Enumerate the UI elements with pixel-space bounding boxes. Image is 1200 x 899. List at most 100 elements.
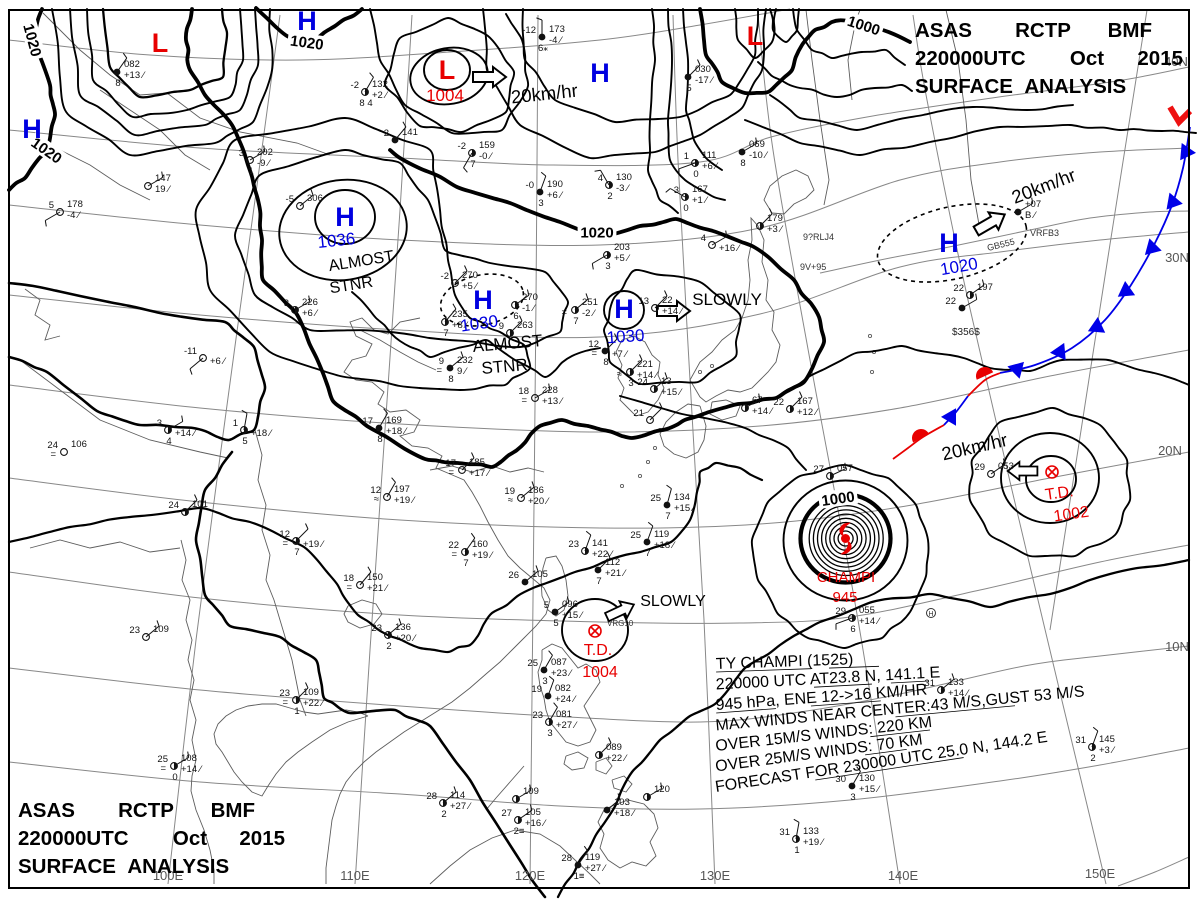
svg-text:5: 5 [553,618,558,629]
svg-text:BMF: BMF [1108,19,1152,42]
svg-text:19: 19 [504,486,515,497]
svg-text:3: 3 [850,792,855,803]
svg-text:21: 21 [633,408,644,419]
svg-text:111: 111 [702,150,716,161]
svg-text:17: 17 [445,458,456,469]
svg-text:L: L [747,21,764,51]
svg-text:-0: -0 [526,180,534,191]
svg-text:RCTP: RCTP [1015,19,1071,42]
svg-text:132: 132 [372,79,388,90]
svg-text:+22 ∕: +22 ∕ [606,753,628,764]
svg-text:+6 ∕: +6 ∕ [302,308,318,319]
svg-text:2: 2 [1090,753,1095,764]
svg-text:+5 ∕: +5 ∕ [614,253,630,264]
svg-text:7: 7 [665,511,670,522]
svg-text:1004: 1004 [582,664,618,681]
svg-text:101: 101 [192,499,208,510]
svg-text:3: 3 [674,185,679,196]
svg-text:178: 178 [67,199,83,210]
svg-text:1004: 1004 [426,86,464,105]
svg-text:5: 5 [686,83,691,94]
svg-text:SLOWLY: SLOWLY [692,290,762,309]
svg-text:7: 7 [645,548,650,559]
svg-text:+14 ∕: +14 ∕ [948,688,970,699]
svg-text:3: 3 [605,261,610,272]
svg-text:TY CHAMPI (1525): TY CHAMPI (1525) [716,651,854,673]
svg-text:25: 25 [630,530,641,541]
svg-text:1: 1 [684,151,689,162]
svg-text:220000UTC: 220000UTC [915,47,1026,70]
svg-text:ASAS: ASAS [18,799,75,822]
svg-text:+21 ∕: +21 ∕ [605,568,627,579]
svg-text:24: 24 [168,500,179,511]
svg-text:+14 ∕: +14 ∕ [637,370,659,381]
svg-text:VRFB3: VRFB3 [1030,228,1059,238]
svg-text:108: 108 [181,753,197,764]
svg-text:22: 22 [662,295,673,306]
svg-text:120E: 120E [515,868,546,883]
svg-text:167: 167 [797,396,813,407]
svg-text:0: 0 [683,203,688,214]
svg-text:203: 203 [614,242,630,253]
svg-text:T.D.: T.D. [584,642,612,659]
svg-text:+14 ∕: +14 ∕ [175,428,197,439]
svg-text:=: = [448,467,454,478]
svg-text:12: 12 [279,529,290,540]
svg-text:306: 306 [307,193,323,204]
svg-text:197: 197 [977,282,993,293]
svg-text:22: 22 [448,540,459,551]
svg-text:23: 23 [532,710,543,721]
svg-text:+3 ∕: +3 ∕ [767,224,783,235]
svg-text:0: 0 [693,169,698,180]
svg-text:109: 109 [523,786,539,797]
svg-text:105: 105 [525,807,541,818]
svg-text:103: 103 [614,797,630,808]
svg-text:202: 202 [257,147,273,158]
svg-text:+6 ∕: +6 ∕ [702,161,718,172]
svg-text:=: = [282,538,288,549]
svg-text:945: 945 [832,589,857,606]
svg-text:136: 136 [395,622,411,633]
svg-text:140E: 140E [888,868,919,883]
svg-text:2015: 2015 [1137,47,1183,70]
svg-text:≈: ≈ [617,369,622,380]
svg-text:25: 25 [527,658,538,669]
svg-text:23: 23 [371,623,382,634]
svg-text:+23 ∕: +23 ∕ [551,668,573,679]
svg-text:31: 31 [924,678,935,689]
svg-text:7: 7 [596,576,601,587]
svg-text:+15 ∕: +15 ∕ [661,387,683,398]
svg-text:+18 ∕: +18 ∕ [386,426,408,437]
svg-text:31: 31 [1075,735,1086,746]
svg-text:+8 ∕: +8 ∕ [452,320,468,331]
svg-text:+27 ∕: +27 ∕ [450,801,472,812]
svg-text:112: 112 [605,557,620,568]
svg-text:9?RLJ4: 9?RLJ4 [803,232,834,242]
svg-text:3: 3 [239,148,244,159]
svg-text:-4 ∕: -4 ∕ [549,35,563,46]
svg-text:=: = [50,449,56,460]
svg-text:SURFACE ANALYSIS: SURFACE ANALYSIS [18,855,229,878]
svg-text:H: H [590,58,610,88]
svg-text:2: 2 [441,809,446,820]
svg-text:119: 119 [585,852,600,863]
svg-text:069: 069 [749,139,765,150]
svg-text:18: 18 [518,386,529,397]
svg-text:+13 ∕: +13 ∕ [542,396,564,407]
svg-text:+2 ∕: +2 ∕ [372,90,388,101]
svg-text:H: H [335,202,355,232]
svg-text:STNR: STNR [481,355,529,378]
svg-text:235: 235 [452,309,468,320]
svg-text:ASAS: ASAS [915,19,972,42]
svg-text:+16 ∕: +16 ∕ [719,243,741,254]
svg-text:087: 087 [551,657,567,668]
svg-text:=: = [561,307,567,318]
svg-text:12: 12 [370,485,381,496]
svg-text:082: 082 [555,683,571,694]
svg-text:4: 4 [701,233,706,244]
svg-text:8: 8 [448,374,453,385]
svg-text:+19 ∕: +19 ∕ [303,539,325,550]
svg-text:22: 22 [953,283,964,294]
svg-text:67: 67 [752,395,763,406]
svg-text:+15 ∕: +15 ∕ [562,610,584,621]
